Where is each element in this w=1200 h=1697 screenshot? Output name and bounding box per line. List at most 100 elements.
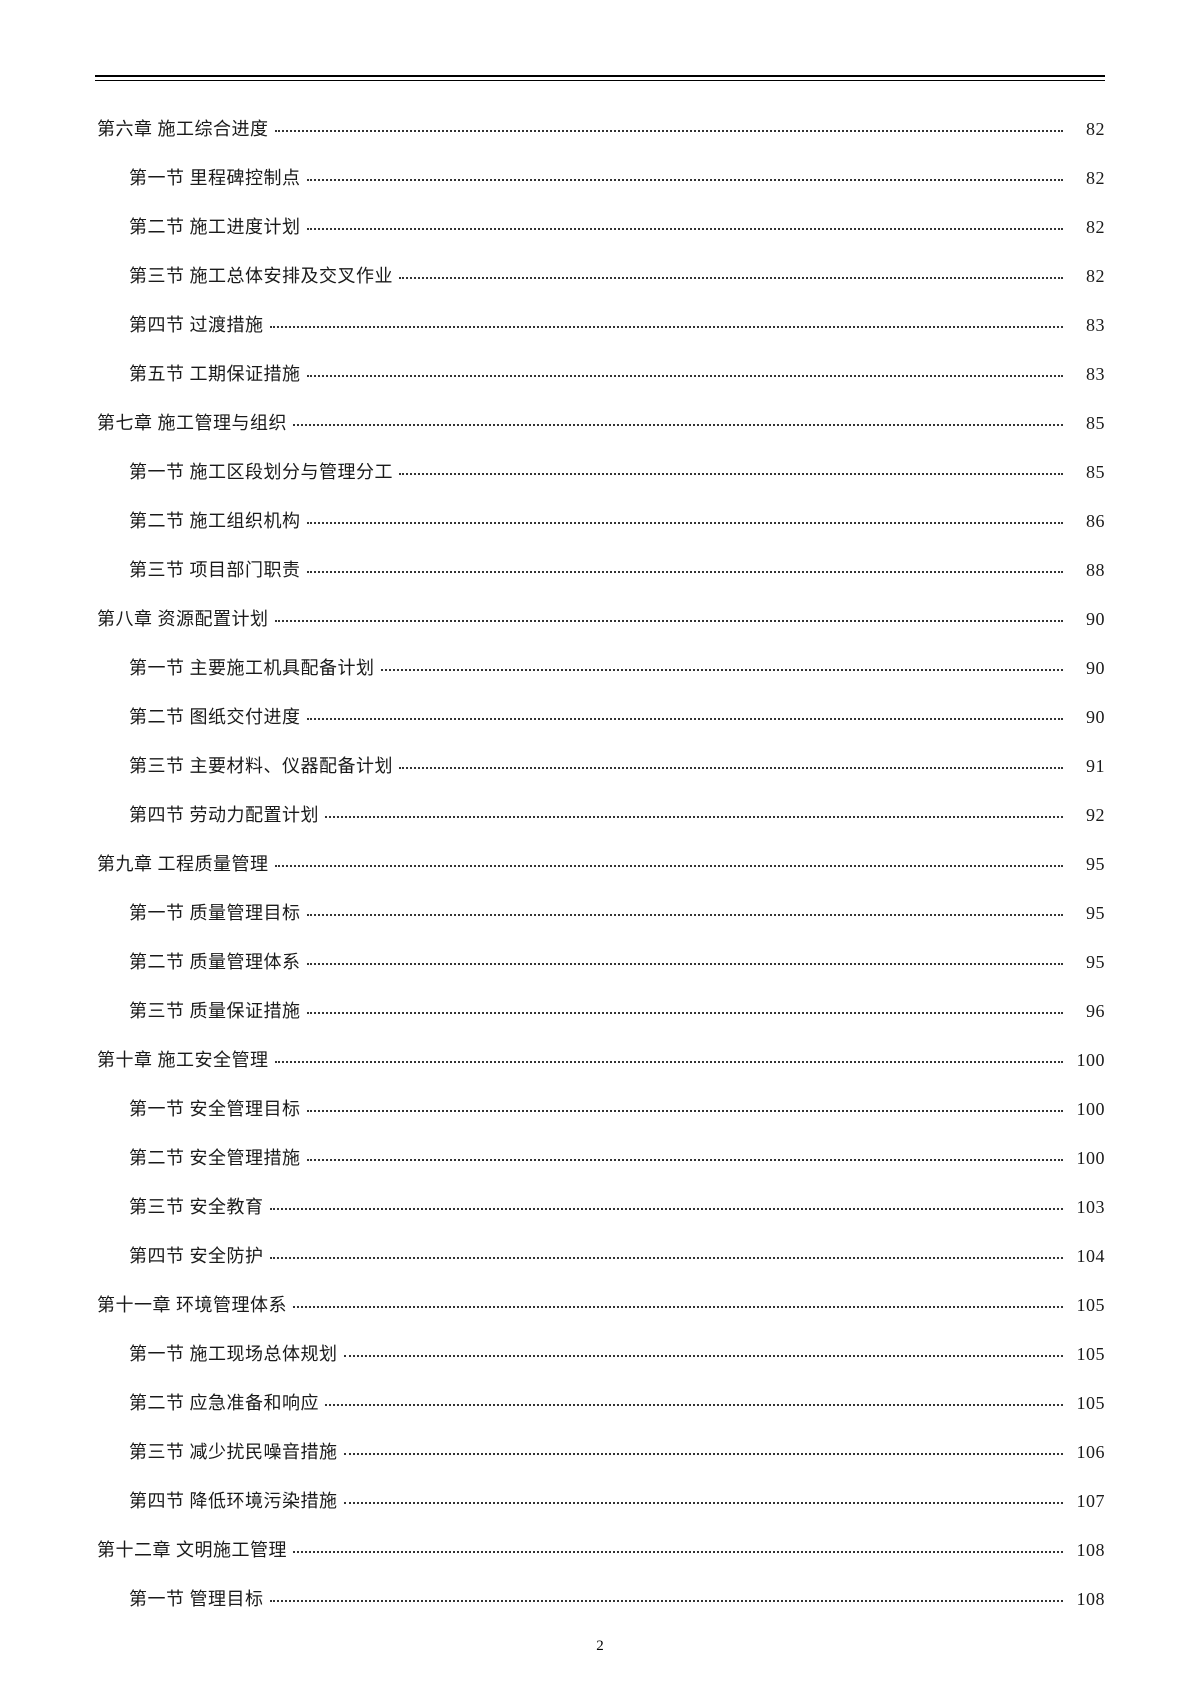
toc-title: 第四节 安全防护 (129, 1243, 264, 1270)
toc-page-number: 82 (1069, 214, 1105, 241)
toc-page-number: 90 (1069, 704, 1105, 731)
toc-leader-dots (325, 816, 1063, 818)
toc-title: 第一节 里程碑控制点 (129, 165, 301, 192)
toc-title: 第二节 施工组织机构 (129, 508, 301, 535)
toc-title: 第三节 施工总体安排及交叉作业 (129, 263, 393, 290)
toc-leader-dots (307, 228, 1064, 230)
header-rule-thin (95, 80, 1105, 81)
toc-leader-dots (307, 963, 1064, 965)
toc-entry: 第六章 施工综合进度 82 (97, 116, 1105, 143)
toc-entry: 第三节 施工总体安排及交叉作业82 (129, 263, 1105, 290)
toc-entry: 第七章 施工管理与组织 85 (97, 410, 1105, 437)
toc-page-number: 82 (1069, 116, 1105, 143)
toc-page-number: 83 (1069, 312, 1105, 339)
toc-leader-dots (307, 375, 1064, 377)
toc-leader-dots (293, 1551, 1063, 1553)
toc-leader-dots (293, 1306, 1063, 1308)
toc-entry: 第十二章 文明施工管理108 (97, 1537, 1105, 1564)
toc-title: 第一节 质量管理目标 (129, 900, 301, 927)
toc-leader-dots (275, 130, 1064, 132)
toc-entry: 第三节 质量保证措施96 (129, 998, 1105, 1025)
toc-entry: 第四节 过渡措施 83 (129, 312, 1105, 339)
toc-leader-dots (307, 1159, 1064, 1161)
toc-page-number: 90 (1069, 655, 1105, 682)
table-of-contents: 第六章 施工综合进度 82 第一节 里程碑控制点 82 第二节 施工进度计划 82 第三节 … (95, 116, 1105, 1613)
toc-title: 第二节 应急准备和响应 (129, 1390, 319, 1417)
toc-entry: 第二节 图纸交付进度 90 (129, 704, 1105, 731)
toc-page-number: 85 (1069, 459, 1105, 486)
toc-page-number: 108 (1069, 1537, 1105, 1564)
toc-leader-dots (399, 277, 1063, 279)
toc-entry: 第四节 降低环境污染措施107 (129, 1488, 1105, 1515)
toc-title: 第二节 施工进度计划 (129, 214, 301, 241)
toc-title: 第七章 施工管理与组织 (97, 410, 287, 437)
toc-leader-dots (307, 914, 1064, 916)
document-page: 第六章 施工综合进度 82 第一节 里程碑控制点 82 第二节 施工进度计划 82 第三节 … (0, 0, 1200, 1697)
toc-entry: 第四节 劳动力配置计划92 (129, 802, 1105, 829)
toc-entry: 第八章 资源配置计划90 (97, 606, 1105, 633)
toc-title: 第三节 安全教育 (129, 1194, 264, 1221)
toc-page-number: 100 (1069, 1145, 1105, 1172)
toc-entry: 第一节 施工现场总体规划105 (129, 1341, 1105, 1368)
toc-title: 第四节 劳动力配置计划 (129, 802, 319, 829)
toc-page-number: 108 (1069, 1586, 1105, 1613)
toc-entry: 第四节 安全防护 104 (129, 1243, 1105, 1270)
toc-title: 第一节 施工区段划分与管理分工 (129, 459, 393, 486)
toc-title: 第一节 安全管理目标 (129, 1096, 301, 1123)
toc-entry: 第九章 工程质量管理95 (97, 851, 1105, 878)
toc-title: 第五节 工期保证措施 (129, 361, 301, 388)
toc-entry: 第一节 施工区段划分与管理分工 85 (129, 459, 1105, 486)
toc-leader-dots (270, 1600, 1064, 1602)
toc-page-number: 95 (1069, 949, 1105, 976)
toc-title: 第三节 质量保证措施 (129, 998, 301, 1025)
toc-entry: 第一节 质量管理目标95 (129, 900, 1105, 927)
toc-title: 第二节 安全管理措施 (129, 1145, 301, 1172)
toc-entry: 第二节 施工组织机构 86 (129, 508, 1105, 535)
toc-leader-dots (381, 669, 1064, 671)
toc-leader-dots (307, 1110, 1064, 1112)
toc-leader-dots (307, 718, 1064, 720)
toc-entry: 第三节 主要材料、仪器配备计划91 (129, 753, 1105, 780)
toc-page-number: 91 (1069, 753, 1105, 780)
toc-leader-dots (344, 1355, 1064, 1357)
toc-entry: 第二节 应急准备和响应105 (129, 1390, 1105, 1417)
toc-title: 第十章 施工安全管理 (97, 1047, 269, 1074)
toc-page-number: 86 (1069, 508, 1105, 535)
toc-title: 第三节 减少扰民噪音措施 (129, 1439, 338, 1466)
toc-page-number: 100 (1069, 1096, 1105, 1123)
toc-title: 第一节 管理目标 (129, 1586, 264, 1613)
toc-leader-dots (344, 1502, 1064, 1504)
toc-entry: 第一节 主要施工机具配备计划 90 (129, 655, 1105, 682)
toc-title: 第一节 主要施工机具配备计划 (129, 655, 375, 682)
toc-leader-dots (270, 1208, 1064, 1210)
toc-title: 第四节 降低环境污染措施 (129, 1488, 338, 1515)
toc-title: 第二节 图纸交付进度 (129, 704, 301, 731)
toc-leader-dots (399, 473, 1063, 475)
toc-entry: 第二节 施工进度计划 82 (129, 214, 1105, 241)
toc-leader-dots (270, 326, 1064, 328)
toc-title: 第十一章 环境管理体系 (97, 1292, 287, 1319)
toc-title: 第二节 质量管理体系 (129, 949, 301, 976)
toc-entry: 第五节 工期保证措施83 (129, 361, 1105, 388)
toc-page-number: 104 (1069, 1243, 1105, 1270)
toc-leader-dots (275, 620, 1064, 622)
toc-leader-dots (344, 1453, 1064, 1455)
toc-entry: 第二节 安全管理措施 100 (129, 1145, 1105, 1172)
page-number: 2 (0, 1638, 1200, 1655)
toc-leader-dots (293, 424, 1063, 426)
toc-title: 第八章 资源配置计划 (97, 606, 269, 633)
toc-leader-dots (307, 522, 1064, 524)
toc-page-number: 82 (1069, 165, 1105, 192)
toc-title: 第四节 过渡措施 (129, 312, 264, 339)
toc-page-number: 103 (1069, 1194, 1105, 1221)
toc-leader-dots (275, 1061, 1064, 1063)
toc-entry: 第十一章 环境管理体系 105 (97, 1292, 1105, 1319)
toc-page-number: 85 (1069, 410, 1105, 437)
toc-page-number: 105 (1069, 1292, 1105, 1319)
toc-leader-dots (275, 865, 1064, 867)
toc-page-number: 88 (1069, 557, 1105, 584)
toc-title: 第六章 施工综合进度 (97, 116, 269, 143)
toc-entry: 第一节 安全管理目标 100 (129, 1096, 1105, 1123)
toc-page-number: 100 (1069, 1047, 1105, 1074)
toc-leader-dots (307, 179, 1064, 181)
